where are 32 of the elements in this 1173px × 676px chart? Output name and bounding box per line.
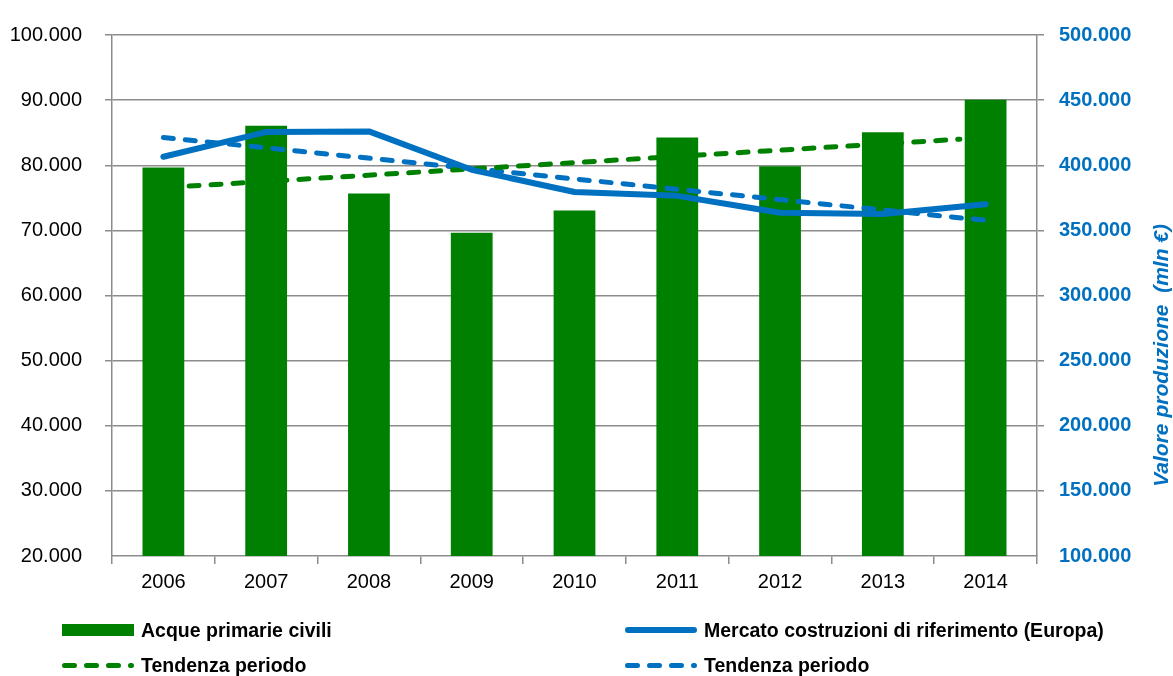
legend-label: Tendenza periodo [704, 653, 870, 676]
y-tick-label: 80.000 [20, 152, 82, 175]
y-tick-label: 90.000 [20, 87, 82, 110]
y-tick-label: 50.000 [20, 348, 82, 371]
x-tick-label: 2009 [449, 569, 494, 592]
x-tick-label: 2013 [860, 569, 906, 592]
y2-tick-label: 500.000 [1059, 22, 1132, 45]
y2-tick-label: 100.000 [1059, 543, 1132, 566]
y2-tick-label: 350.000 [1059, 217, 1132, 240]
x-tick-label: 2006 [141, 569, 186, 592]
y2-tick-label: 400.000 [1059, 152, 1132, 175]
y2-tick-label: 450.000 [1059, 87, 1132, 110]
y-tick-label: 100.000 [9, 22, 82, 45]
y-tick-label: 20.000 [20, 543, 82, 566]
y-tick-label: 30.000 [20, 478, 82, 501]
y2-tick-label: 200.000 [1059, 413, 1132, 436]
x-tick-label: 2010 [552, 569, 597, 592]
y2-axis-title: Valore produzione (mln €) [1148, 223, 1172, 487]
y2-tick-label: 300.000 [1059, 283, 1132, 306]
legend-label: Tendenza periodo [141, 653, 307, 676]
legend-label: Acque primarie civili [141, 618, 332, 642]
y2-tick-label: 250.000 [1059, 348, 1132, 371]
x-tick-label: 2008 [346, 569, 392, 592]
x-tick-label: 2012 [757, 569, 803, 592]
x-tick-label: 2011 [655, 569, 699, 592]
x-tick-label: 2014 [963, 569, 1008, 592]
y-tick-label: 70.000 [20, 217, 82, 240]
y2-tick-label: 150.000 [1059, 478, 1132, 501]
x-tick-label: 2007 [243, 569, 289, 592]
legend-label: Mercato costruzioni di riferimento (Europa) [704, 618, 1104, 642]
y-tick-label: 60.000 [20, 283, 82, 306]
y-tick-label: 40.000 [20, 413, 82, 436]
